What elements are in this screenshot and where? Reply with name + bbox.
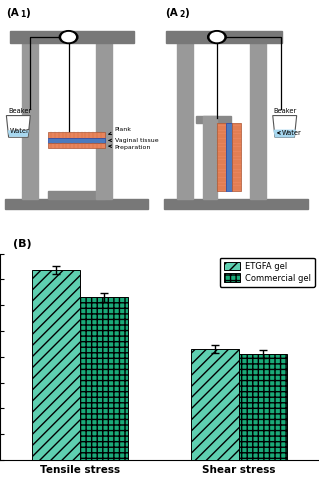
Polygon shape [274, 130, 295, 137]
Text: (A: (A [6, 8, 19, 18]
Bar [196, 116, 231, 123]
Text: (A: (A [165, 8, 178, 18]
Bar [10, 31, 134, 43]
Polygon shape [8, 130, 29, 137]
Bar [48, 132, 105, 138]
Bar [48, 138, 105, 142]
Text: 2: 2 [180, 10, 185, 20]
Text: Water: Water [278, 130, 301, 136]
Text: Water: Water [10, 128, 30, 134]
Bar [5, 199, 148, 209]
Polygon shape [273, 116, 297, 137]
Bar [48, 142, 105, 148]
Text: (B): (B) [13, 240, 31, 250]
Bar [232, 123, 241, 192]
Bar [217, 123, 226, 192]
Bar [177, 43, 193, 199]
Bar [32, 270, 80, 460]
Bar [48, 192, 105, 199]
Text: Vaginal tissue: Vaginal tissue [109, 138, 159, 142]
Circle shape [60, 31, 78, 43]
Text: ): ) [25, 8, 30, 18]
Bar [22, 43, 38, 199]
Legend: ETGFA gel, Commercial gel: ETGFA gel, Commercial gel [220, 258, 315, 286]
Bar [239, 354, 287, 460]
Polygon shape [6, 116, 30, 137]
Bar [80, 298, 128, 460]
Text: Beaker: Beaker [273, 108, 296, 114]
Text: ): ) [184, 8, 189, 18]
Bar [96, 43, 112, 199]
Text: Preparation: Preparation [109, 145, 151, 150]
Bar [164, 199, 308, 209]
Circle shape [210, 32, 224, 42]
Circle shape [62, 32, 75, 42]
Bar [203, 116, 217, 199]
Circle shape [208, 31, 226, 43]
Text: Beaker: Beaker [8, 108, 32, 114]
Bar [250, 43, 266, 199]
Text: Plank: Plank [109, 128, 132, 134]
Bar [191, 349, 239, 460]
Bar [166, 31, 282, 43]
Text: 1: 1 [20, 10, 25, 20]
Bar [226, 123, 232, 192]
